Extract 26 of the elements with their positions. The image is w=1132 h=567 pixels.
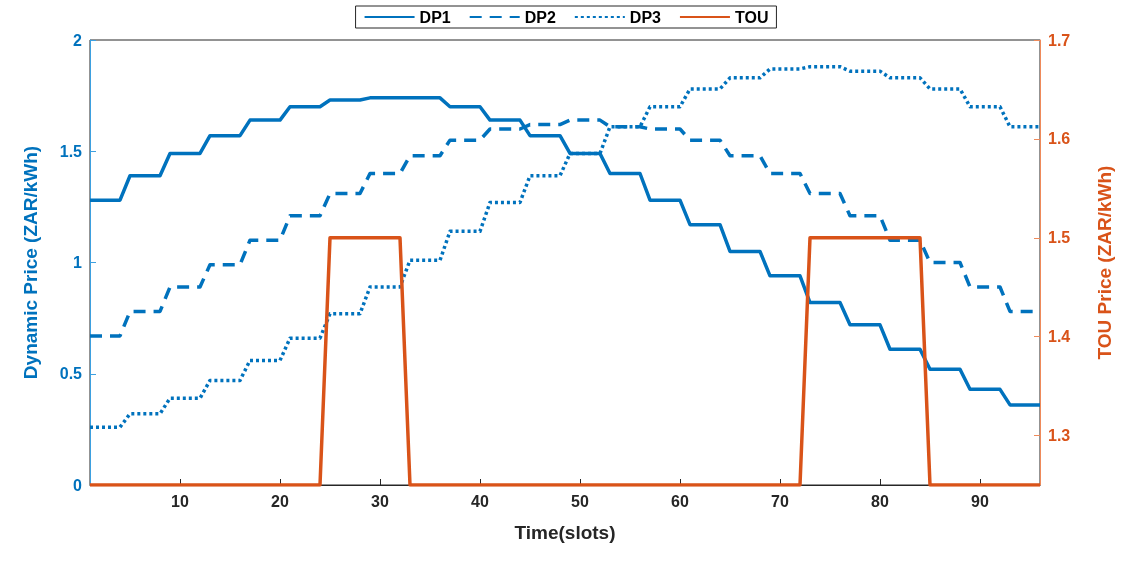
x-tick-label: 90 xyxy=(971,492,989,510)
legend-label: TOU xyxy=(734,8,769,26)
x-tick-label: 70 xyxy=(771,492,789,510)
y-tick-label: 0 xyxy=(73,476,83,494)
y2-axis-title: TOU Price (ZAR/kWh) xyxy=(1094,165,1115,360)
legend-label: DP2 xyxy=(524,8,556,26)
y-tick-label: 1 xyxy=(73,254,83,271)
y2-tick-label: 1.3 xyxy=(1048,427,1071,445)
y2-tick-label: 1.7 xyxy=(1048,31,1071,49)
legend-label: DP1 xyxy=(419,8,451,26)
x-tick-label: 40 xyxy=(471,492,489,510)
x-tick-label: 10 xyxy=(171,492,189,510)
y2-tick-label: 1.6 xyxy=(1048,130,1071,148)
x-tick-label: 20 xyxy=(271,492,289,510)
y-tick-label: 0.5 xyxy=(59,365,83,383)
legend-label: DP3 xyxy=(629,8,662,26)
y2-tick-label: 1.5 xyxy=(1048,229,1071,247)
x-axis-title: Time(slots) xyxy=(514,522,616,543)
x-tick-label: 50 xyxy=(571,492,589,510)
y-tick-label: 1.5 xyxy=(59,142,83,160)
y2-tick-label: 1.4 xyxy=(1048,328,1071,346)
x-tick-label: 30 xyxy=(371,492,389,510)
x-tick-label: 80 xyxy=(871,492,889,510)
y-axis-title: Dynamic Price (ZAR/kWh) xyxy=(20,145,41,380)
y-tick-label: 2 xyxy=(73,31,83,49)
x-tick-label: 60 xyxy=(671,492,689,510)
